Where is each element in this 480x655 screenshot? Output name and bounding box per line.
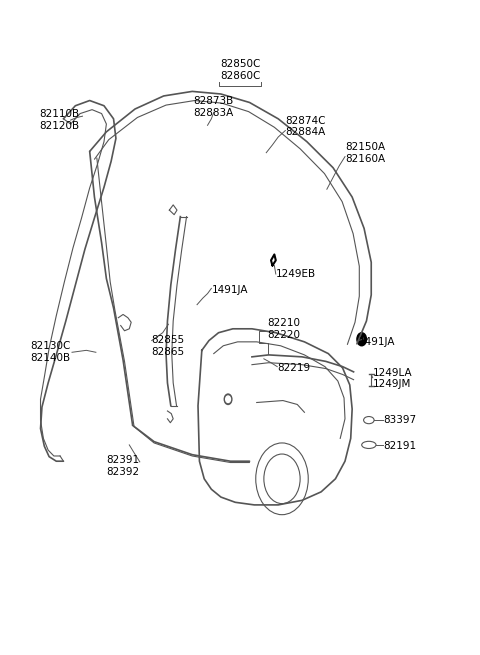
Text: 82850C
82860C: 82850C 82860C <box>220 59 260 81</box>
Text: 82210
82220: 82210 82220 <box>268 318 300 339</box>
Text: 82873B
82883A: 82873B 82883A <box>193 96 234 118</box>
Text: 82855
82865: 82855 82865 <box>152 335 185 356</box>
Circle shape <box>357 333 366 346</box>
Text: 82191: 82191 <box>383 441 416 451</box>
Text: 82219: 82219 <box>277 363 311 373</box>
Text: 1491JA: 1491JA <box>359 337 395 347</box>
Text: 83397: 83397 <box>383 415 416 425</box>
Text: 82130C
82140B: 82130C 82140B <box>30 341 71 363</box>
Circle shape <box>224 394 232 404</box>
Text: 1249EB: 1249EB <box>276 269 316 279</box>
Text: 82150A
82160A: 82150A 82160A <box>345 142 385 164</box>
Text: 82874C
82884A: 82874C 82884A <box>285 116 326 138</box>
Text: 82110B
82120B: 82110B 82120B <box>39 109 80 131</box>
Text: 82391
82392: 82391 82392 <box>107 455 140 477</box>
Text: 1491JA: 1491JA <box>211 285 248 295</box>
Circle shape <box>226 396 230 403</box>
Text: 1249LA
1249JM: 1249LA 1249JM <box>372 367 412 389</box>
